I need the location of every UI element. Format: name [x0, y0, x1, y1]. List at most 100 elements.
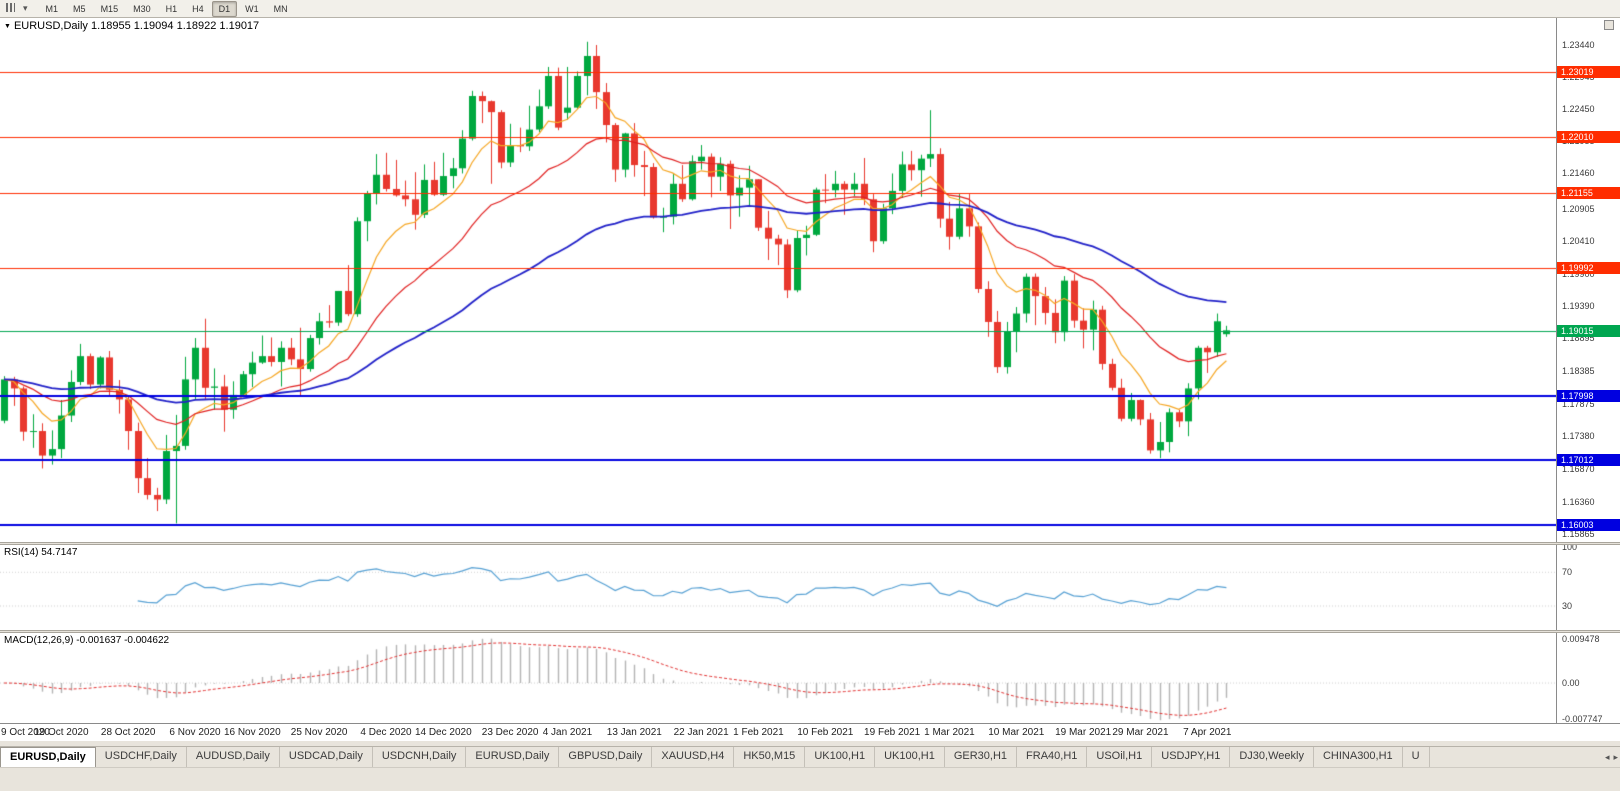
macd-level-label: -0.007747: [1562, 714, 1603, 724]
timeframe-m15-button[interactable]: M15: [100, 3, 119, 14]
price-axis: 1.234401.229451.224501.219551.214601.209…: [1557, 18, 1620, 724]
chart-tab[interactable]: USDCAD,Daily: [280, 747, 373, 767]
date-label: 29 Mar 2021: [1112, 727, 1169, 738]
chart-tab[interactable]: FRA40,H1: [1017, 747, 1088, 767]
pane-separator[interactable]: [0, 542, 1620, 545]
tab-scroll-arrows: ◂ ▸: [1605, 747, 1618, 767]
price-tick-label: 1.17380: [1562, 431, 1595, 442]
rsi-level-label: 100: [1562, 542, 1578, 552]
timeframe-m30-button[interactable]: M30: [133, 3, 151, 14]
chart-tab[interactable]: EURUSD,Daily: [0, 747, 96, 767]
macd-level-label: 0.00: [1562, 678, 1580, 689]
price-tick-label: 1.16360: [1562, 497, 1595, 508]
tab-scroll-left-icon[interactable]: ◂: [1604, 752, 1610, 762]
date-label: 1 Mar 2021: [924, 727, 975, 738]
date-label: 19 Feb 2021: [864, 727, 921, 738]
price-tick-label: 1.15865: [1562, 529, 1595, 539]
chart-tab[interactable]: USDCNH,Daily: [373, 747, 467, 767]
symbol-ohlc-header: ▼ EURUSD,Daily 1.18955 1.19094 1.18922 1.…: [4, 20, 259, 32]
timeframe-m5-button[interactable]: M5: [73, 3, 86, 14]
pane-separator[interactable]: [0, 630, 1620, 633]
date-label: 13 Jan 2021: [606, 727, 662, 738]
date-label: 28 Oct 2020: [100, 727, 156, 738]
chart-tab[interactable]: GBPUSD,Daily: [559, 747, 653, 767]
price-axis-border: [1556, 18, 1557, 723]
chart-tab[interactable]: UK100,H1: [805, 747, 876, 767]
price-tick-label: 1.19390: [1562, 301, 1595, 312]
date-label: 25 Nov 2020: [290, 727, 348, 738]
symbol-dropdown-icon[interactable]: ▼: [4, 23, 11, 30]
chart-tab[interactable]: UK100,H1: [875, 747, 945, 767]
timeframe-m1-button[interactable]: M1: [45, 3, 59, 14]
chart-tab-bar: EURUSD,Daily USDCHF,Daily AUDUSD,Daily USDC…: [0, 746, 1620, 767]
price-tick-label: 1.16870: [1562, 464, 1595, 475]
chart-tab[interactable]: USOil,H1: [1087, 747, 1153, 767]
chart-tab[interactable]: CHINA300,H1: [1314, 747, 1403, 767]
macd-level-label: 0.009478: [1562, 634, 1600, 644]
macd-indicator-label: MACD(12,26,9) -0.001637 -0.004622: [4, 635, 170, 646]
price-tag: 1.23019: [1557, 66, 1620, 79]
date-label: 14 Dec 2020: [414, 727, 472, 738]
status-bar: [0, 767, 1620, 791]
date-label: 7 Apr 2021: [1183, 727, 1232, 738]
chart-tab[interactable]: XAUUSD,H4: [652, 747, 735, 767]
price-tick-label: 1.20905: [1562, 203, 1595, 214]
timeframe-buttons: M1 M5 M15 M30 H1 H4 D1 W1 MN: [39, 0, 295, 17]
chart-tab[interactable]: EURUSD,Daily: [466, 747, 560, 767]
chart-window[interactable]: ▼ EURUSD,Daily 1.18955 1.19094 1.18922 1.…: [0, 18, 1620, 741]
timeframe-h4-button[interactable]: H4: [192, 3, 204, 14]
date-axis: 9 Oct 2020 19 Oct 2020 28 Oct 2020 6 Nov 20…: [0, 723, 1620, 741]
chart-restore-icon[interactable]: [1604, 20, 1614, 30]
price-chart-canvas[interactable]: [0, 18, 1556, 542]
price-tag: 1.19015: [1557, 324, 1620, 337]
date-label: 4 Jan 2021: [542, 727, 593, 738]
chart-tab[interactable]: DJ30,Weekly: [1230, 747, 1314, 767]
price-tick-label: 1.22450: [1562, 103, 1595, 114]
date-label: 10 Mar 2021: [988, 727, 1045, 738]
price-tag: 1.17998: [1557, 390, 1620, 403]
date-label: 4 Dec 2020: [360, 727, 412, 738]
date-label: 1 Feb 2021: [733, 727, 784, 738]
window-gap: [0, 741, 1620, 746]
price-tick-label: 1.18895: [1562, 333, 1595, 344]
date-label: 19 Mar 2021: [1055, 727, 1112, 738]
chart-mode-icon[interactable]: [3, 3, 18, 14]
price-tick-label: 1.23440: [1562, 40, 1595, 50]
price-tag: 1.16003: [1557, 519, 1620, 532]
rsi-level-label: 30: [1562, 601, 1573, 611]
date-label: 16 Nov 2020: [223, 727, 281, 738]
date-label: 10 Feb 2021: [797, 727, 854, 738]
date-label: 9 Oct 2020: [1, 727, 50, 738]
chart-tab[interactable]: U: [1403, 747, 1430, 767]
timeframe-w1-button[interactable]: W1: [245, 3, 259, 14]
price-tag: 1.22010: [1557, 131, 1620, 144]
timeframe-h1-button[interactable]: H1: [165, 3, 178, 14]
rsi-pane-canvas[interactable]: [0, 545, 1556, 630]
chart-tab[interactable]: GER30,H1: [945, 747, 1018, 767]
chart-tab[interactable]: HK50,M15: [734, 747, 806, 767]
tab-scroll-right-icon[interactable]: ▸: [1613, 752, 1618, 762]
price-tag: 1.17012: [1557, 453, 1620, 466]
price-tag: 1.19992: [1557, 261, 1620, 274]
macd-pane-canvas[interactable]: [0, 633, 1556, 723]
dropdown-arrow-icon[interactable]: ▾: [23, 3, 28, 13]
chart-tab[interactable]: USDJPY,H1: [1152, 747, 1231, 767]
chart-tab[interactable]: USDCHF,Daily: [96, 747, 187, 767]
price-tick-label: 1.18385: [1562, 366, 1595, 377]
timeframe-mn-button[interactable]: MN: [273, 3, 288, 14]
price-tag: 1.21155: [1557, 186, 1620, 199]
date-label: 23 Dec 2020: [481, 727, 539, 738]
timeframe-d1-button[interactable]: D1: [211, 0, 238, 17]
date-label: 19 Oct 2020: [34, 727, 89, 738]
rsi-indicator-label: RSI(14) 54.7147: [4, 547, 78, 558]
date-label: 6 Nov 2020: [169, 727, 221, 738]
rsi-level-label: 70: [1562, 567, 1573, 578]
price-tick-label: 1.21460: [1562, 167, 1595, 178]
chart-tab[interactable]: AUDUSD,Daily: [187, 747, 280, 767]
timeframe-toolbar: ▾ M1 M5 M15 M30 H1 H4 D1 W1 MN: [0, 0, 1620, 18]
price-tick-label: 1.20410: [1562, 235, 1595, 246]
price-tick-label: 1.17875: [1562, 399, 1595, 410]
symbol-ohlc-text: EURUSD,Daily 1.18955 1.19094 1.18922 1.1…: [13, 20, 260, 32]
date-label: 22 Jan 2021: [673, 727, 729, 738]
